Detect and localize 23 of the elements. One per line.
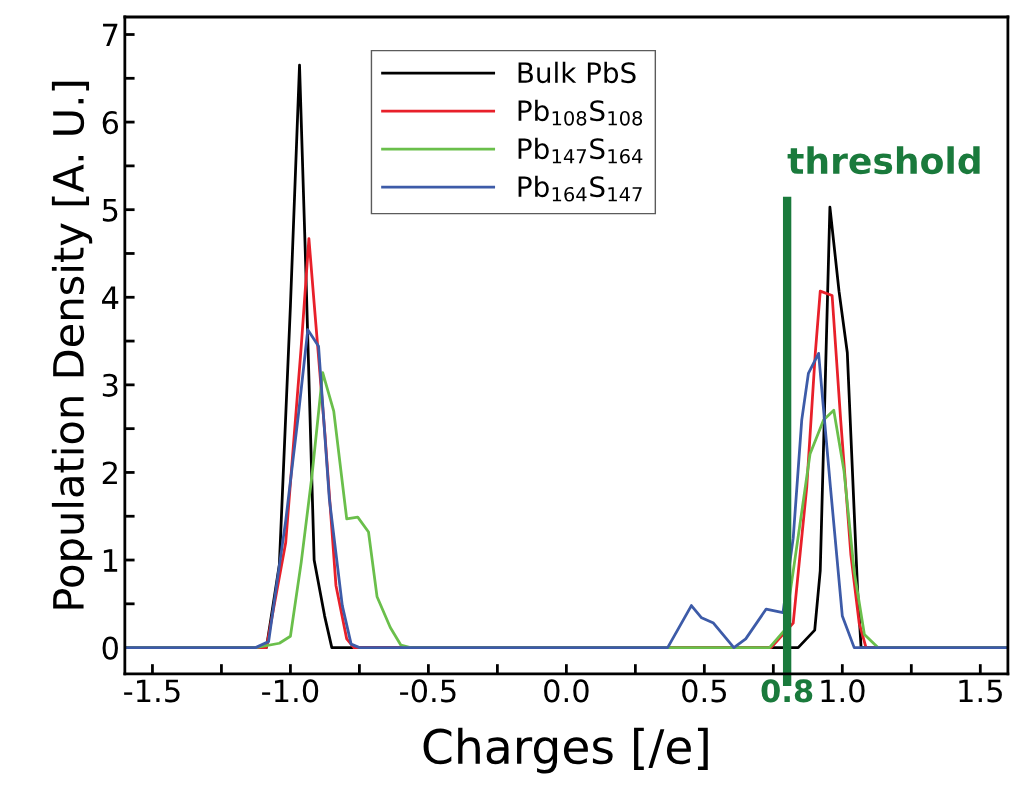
x-tick-label: 1.0 (821, 679, 865, 703)
y-tick-label: 7 (103, 23, 118, 47)
y-tick-label: 5 (102, 199, 118, 222)
y-axis-title: Population Density [A. U.] (51, 81, 93, 609)
y-tick-label: 3 (102, 373, 118, 397)
y-tick-label: 0 (102, 636, 118, 660)
x-tick-label: 0.5 (682, 679, 726, 703)
y-tick-label: 6 (102, 111, 119, 135)
x-tick-label: 1.5 (959, 679, 1002, 703)
ref-line-label: threshold (787, 146, 980, 175)
legend-label: Bulk PbS (518, 61, 636, 84)
legend-label: Pb$_{147}$S$_{164}$ (518, 137, 643, 164)
x-tick-label: 0.0 (544, 679, 589, 703)
x-tick-label: -0.5 (400, 679, 456, 703)
y-tick-label: 1 (103, 549, 118, 572)
x-tick-label: 0.8 (761, 679, 813, 703)
legend-label: Pb$_{108}$S$_{108}$ (518, 99, 643, 126)
legend-label: Pb$_{164}$S$_{147}$ (518, 175, 642, 202)
y-tick-label: 2 (102, 461, 117, 485)
y-tick-label: 4 (102, 286, 119, 309)
x-tick-label: -1.5 (124, 679, 180, 703)
x-axis-title: Charges [/e] (423, 727, 708, 774)
x-tick-label: -1.0 (262, 679, 319, 703)
